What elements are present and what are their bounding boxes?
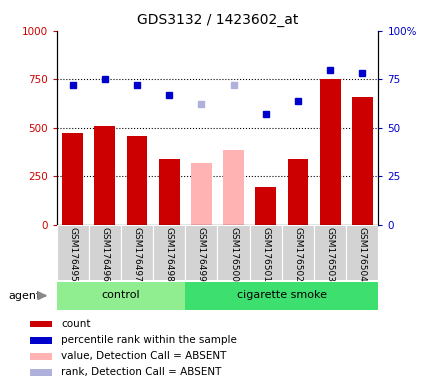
Bar — [30, 353, 52, 359]
Text: cigarette smoke: cigarette smoke — [237, 290, 326, 300]
Text: value, Detection Call = ABSENT: value, Detection Call = ABSENT — [61, 351, 226, 361]
Text: percentile rank within the sample: percentile rank within the sample — [61, 335, 236, 345]
Bar — [30, 321, 52, 328]
Bar — [185, 282, 378, 310]
Text: GSM176498: GSM176498 — [164, 227, 173, 282]
Bar — [185, 225, 217, 280]
Bar — [217, 225, 249, 280]
Bar — [56, 225, 89, 280]
Bar — [158, 159, 179, 225]
Bar — [30, 369, 52, 376]
Bar — [62, 134, 83, 225]
Text: GSM176499: GSM176499 — [197, 227, 205, 282]
Text: GSM176501: GSM176501 — [261, 227, 270, 282]
Bar — [287, 159, 308, 225]
Bar — [351, 97, 372, 225]
Text: GSM176502: GSM176502 — [293, 227, 302, 282]
Bar — [30, 337, 52, 344]
Text: GSM176497: GSM176497 — [132, 227, 141, 282]
Bar — [121, 225, 153, 280]
Bar — [223, 150, 243, 225]
Text: GDS3132 / 1423602_at: GDS3132 / 1423602_at — [137, 13, 297, 27]
Bar — [126, 136, 147, 225]
Text: rank, Detection Call = ABSENT: rank, Detection Call = ABSENT — [61, 367, 221, 377]
Text: GSM176503: GSM176503 — [325, 227, 334, 282]
Text: GSM176495: GSM176495 — [68, 227, 77, 282]
Text: control: control — [102, 290, 140, 300]
Bar — [153, 225, 185, 280]
Bar — [249, 225, 281, 280]
Text: GSM176500: GSM176500 — [229, 227, 237, 282]
Bar — [281, 225, 313, 280]
Bar — [319, 79, 340, 225]
Bar — [94, 126, 115, 225]
Bar — [191, 162, 211, 225]
Text: agent: agent — [9, 291, 41, 301]
Text: GSM176504: GSM176504 — [357, 227, 366, 282]
Bar — [56, 282, 185, 310]
Text: count: count — [61, 319, 90, 329]
Bar — [313, 225, 345, 280]
Bar — [345, 225, 378, 280]
Text: GSM176496: GSM176496 — [100, 227, 109, 282]
Bar — [89, 225, 121, 280]
Bar — [255, 187, 276, 225]
